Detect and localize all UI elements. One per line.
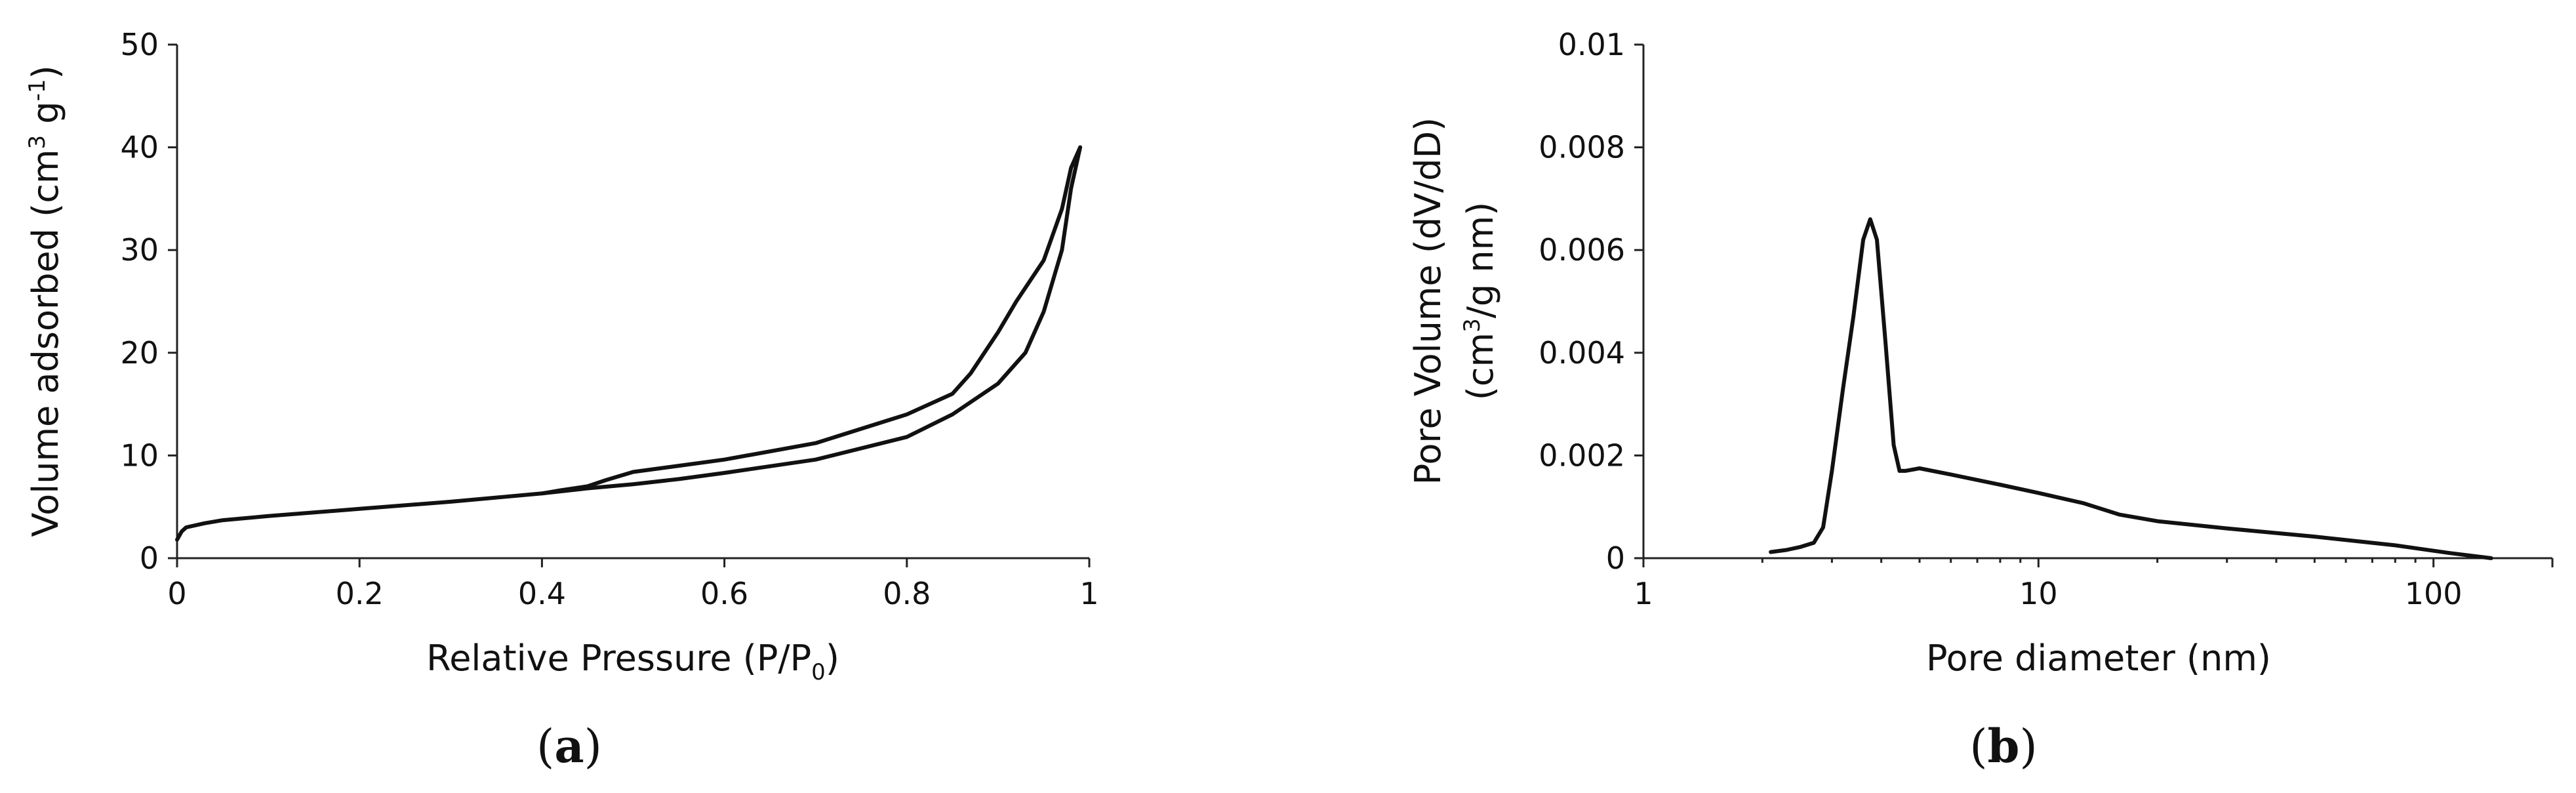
chart-a-x-tick-label: 0.4 <box>518 576 566 611</box>
chart-a-y-tick-label: 0 <box>140 540 159 576</box>
chart-b-x-ticks: 1 10 100 <box>1634 558 2554 611</box>
chart-b-y-ticks: 0 0.002 0.004 0.006 0.008 0.01 <box>1539 27 1643 576</box>
chart-a-y-label: Volume adsorbed (cm3 g-1) <box>24 65 66 537</box>
chart-a-y-tick-label: 40 <box>120 130 159 165</box>
chart-b-series-line <box>1769 217 2493 560</box>
chart-a-x-label: Relative Pressure (P/P0) <box>426 638 839 685</box>
chart-a-series <box>175 145 1083 542</box>
chart-b-y-tick-label: 0 <box>1606 540 1625 576</box>
chart-b-y-label-line2: (cm3/g nm) <box>1459 202 1501 401</box>
chart-b-y-tick-label: 0.008 <box>1539 130 1625 165</box>
chart-b-y-tick-label: 0.004 <box>1539 335 1625 371</box>
chart-a-series-line-desorption <box>540 145 1083 496</box>
chart-b-x-label: Pore diameter (nm) <box>1926 638 2271 679</box>
chart-a-x-tick-label: 0.2 <box>336 576 384 611</box>
chart-b-series <box>1769 217 2493 560</box>
chart-a-y-tick-label: 30 <box>120 232 159 268</box>
chart-a-x-ticks: 0 0.2 0.4 0.6 0.8 1 <box>167 558 1099 611</box>
chart-a-x-tick-label: 0.6 <box>700 576 748 611</box>
chart-b-x-tick-label: 10 <box>2019 576 2058 611</box>
chart-b: 1 10 100 0 0.002 0.004 0.006 0.008 0.01 Pore di… <box>1407 27 2554 773</box>
chart-a-series-line-adsorption <box>175 145 1083 542</box>
chart-a-x-tick-label: 1 <box>1079 576 1098 611</box>
chart-a-x-tick-label: 0 <box>167 576 186 611</box>
chart-a-y-tick-label: 10 <box>120 437 159 473</box>
chart-b-panel-label: (b) <box>1969 719 2038 773</box>
chart-b-x-tick-label: 100 <box>2405 576 2463 611</box>
chart-a-x-tick-label: 0.8 <box>883 576 931 611</box>
chart-a-y-tick-label: 50 <box>120 27 159 62</box>
chart-b-y-tick-label: 0.01 <box>1558 27 1625 62</box>
chart-b-x-tick-label: 1 <box>1634 576 1653 611</box>
chart-a: 0 0.2 0.4 0.6 0.8 1 0 10 20 30 40 50 Relative Pres… <box>24 27 1099 773</box>
chart-a-y-tick-label: 20 <box>120 335 159 371</box>
chart-b-y-tick-label: 0.006 <box>1539 232 1625 268</box>
chart-a-y-ticks: 0 10 20 30 40 50 <box>120 27 177 576</box>
chart-b-y-tick-label: 0.002 <box>1539 437 1625 473</box>
chart-a-panel-label: (a) <box>536 719 602 773</box>
chart-b-y-label-line1: Pore Volume (dV/dD) <box>1407 117 1449 485</box>
